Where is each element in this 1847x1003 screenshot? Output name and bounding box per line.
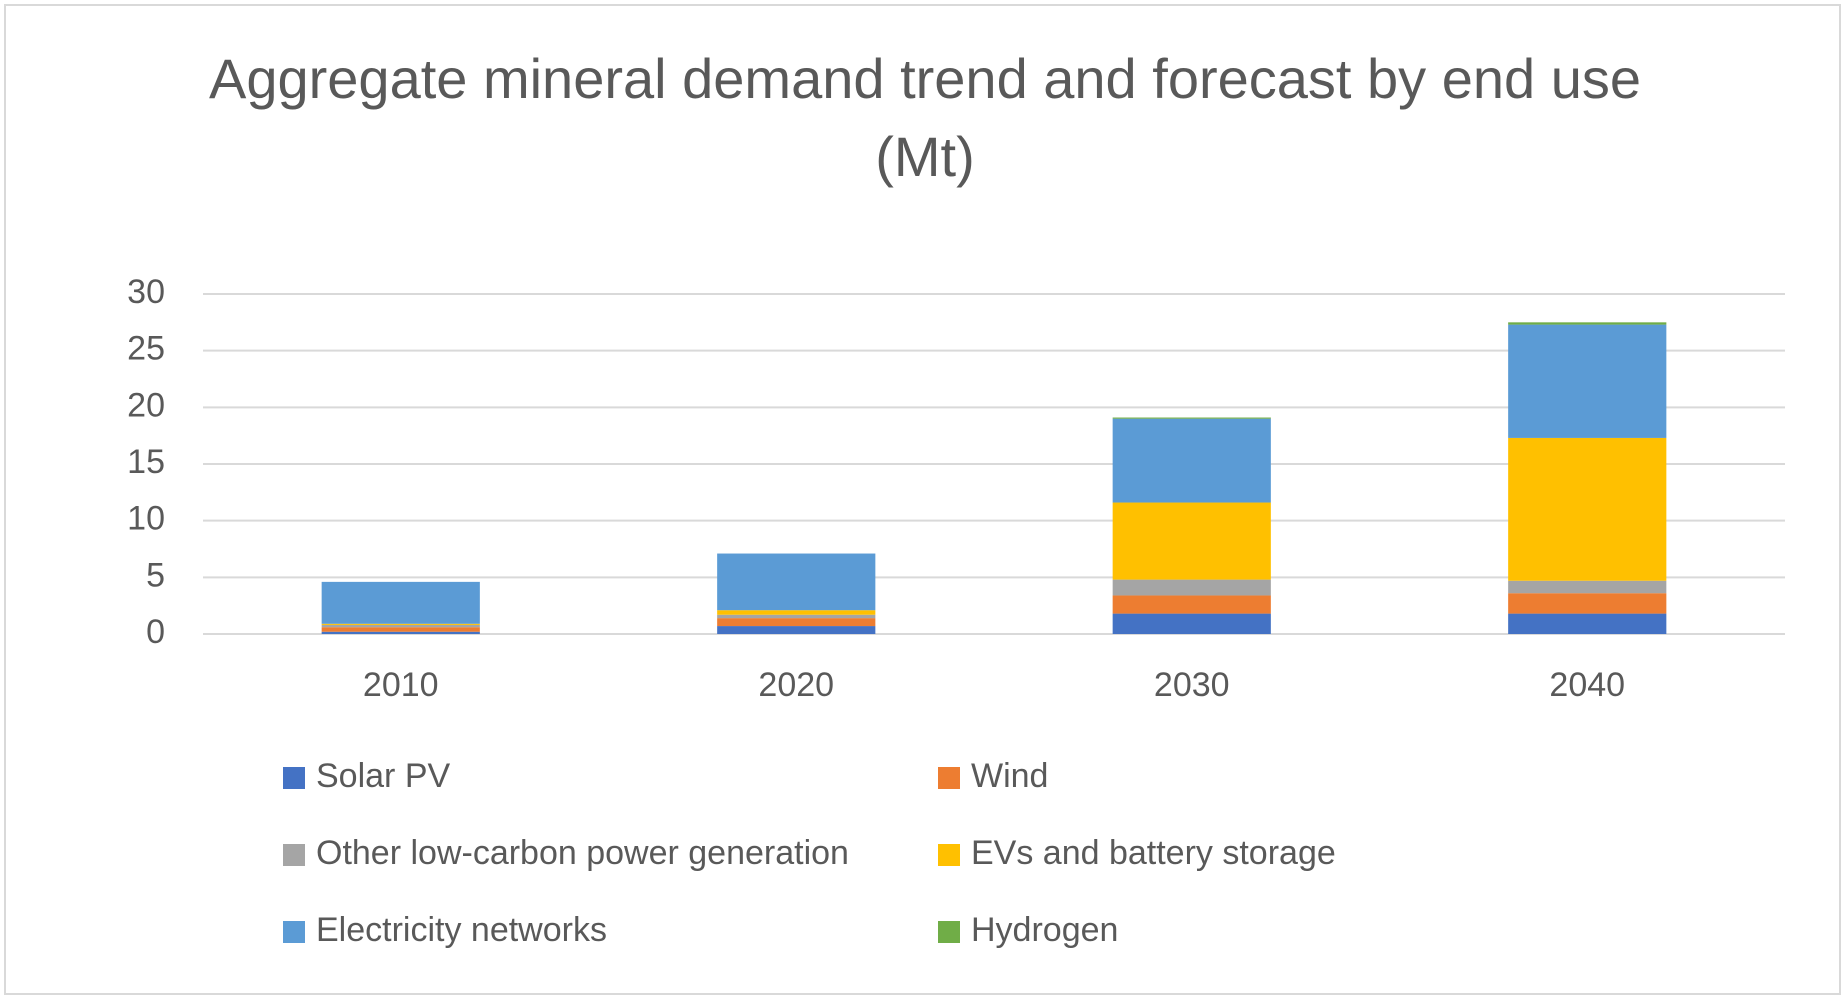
x-tick-label: 2020 [758,666,834,704]
bar-segment [1112,595,1271,614]
bar-segment [717,618,876,627]
bar-segment [1508,437,1667,581]
bar-segment [717,614,876,619]
legend-label: Hydrogen [971,911,1118,949]
bar-segment [321,631,480,634]
legend-label: Solar PV [316,757,450,795]
bar-segment [1112,417,1271,419]
legend-label: EVs and battery storage [971,834,1336,872]
legend-swatch [283,921,305,943]
y-tick-label: 10 [127,500,165,538]
bar-segment [717,610,876,615]
legend-label: Wind [971,757,1048,795]
bar-segment [1112,613,1271,634]
bar-segment [1508,593,1667,614]
bar-segment [1112,418,1271,503]
bar-segment [1112,502,1271,580]
legend-swatch [938,921,960,943]
bar-segment [1508,613,1667,634]
legend-swatch [283,767,305,789]
chart-title: Aggregate mineral demand trend and forec… [208,47,1642,188]
legend-label: Other low-carbon power generation [316,834,849,872]
bar-segment [1508,324,1667,438]
legend-swatch [283,844,305,866]
bar-segment [1112,579,1271,596]
bar-segment [1508,580,1667,594]
bar-segment [321,624,480,628]
x-tick-label: 2010 [363,666,439,704]
y-tick-label: 25 [127,330,165,368]
bar-segment [1508,322,1667,325]
y-tick-label: 20 [127,386,165,424]
bar-segment [717,626,876,634]
y-tick-label: 30 [127,273,165,311]
y-tick-label: 15 [127,443,165,481]
bar-segment [717,553,876,611]
legend-label: Electricity networks [316,911,607,949]
x-tick-label: 2040 [1549,666,1625,704]
bar-segment [321,627,480,632]
y-tick-label: 0 [146,613,165,651]
bar-segment [321,581,480,624]
x-tick-label: 2030 [1154,666,1230,704]
chart-frame [4,4,1841,995]
bar-segment [321,623,480,625]
legend-swatch [938,767,960,789]
legend-swatch [938,844,960,866]
y-tick-label: 5 [146,556,165,594]
